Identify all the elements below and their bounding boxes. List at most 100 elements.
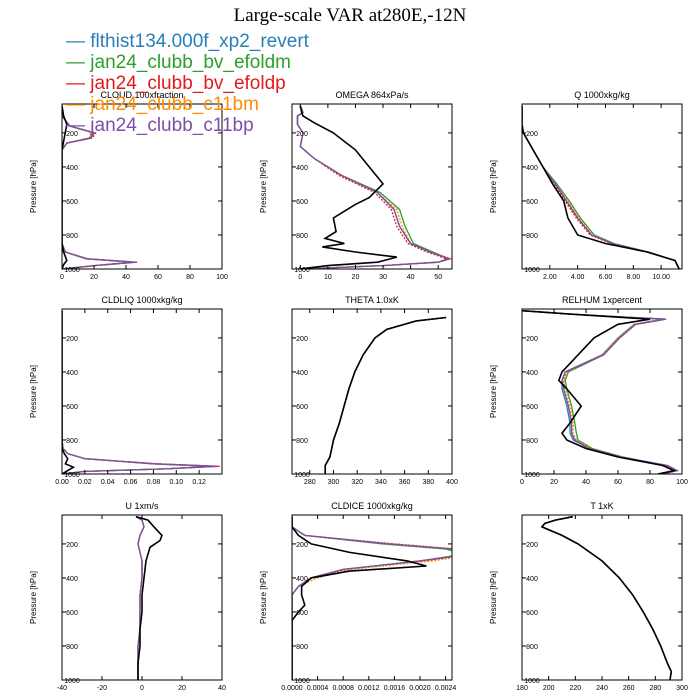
y-tick-label: 600 xyxy=(296,610,308,617)
series-line xyxy=(62,310,220,474)
axes-frame xyxy=(521,103,683,270)
y-tick-label: 200 xyxy=(66,336,78,343)
axes-frame xyxy=(61,103,223,270)
x-tick-label: -40 xyxy=(57,685,67,692)
axes-frame xyxy=(521,308,683,475)
legend-item-2: — jan24_clubb_bv_efoldm xyxy=(66,52,291,73)
y-tick-label: 800 xyxy=(66,233,78,240)
y-tick-label: 1000 xyxy=(294,267,310,274)
x-tick-label: 400 xyxy=(446,479,458,486)
y-tick-label: 200 xyxy=(526,131,538,138)
x-tick-label: 0.08 xyxy=(147,479,161,486)
y-tick-label: 600 xyxy=(526,610,538,617)
x-tick-label: 180 xyxy=(516,685,528,692)
y-tick-label: 800 xyxy=(296,438,308,445)
x-tick-label: 380 xyxy=(422,479,434,486)
y-tick-label: 800 xyxy=(296,644,308,651)
series-line xyxy=(540,516,672,680)
x-tick-label: 2.00 xyxy=(543,274,557,281)
x-tick-label: 0 xyxy=(140,685,144,692)
x-tick-label: 20 xyxy=(352,274,360,281)
x-tick-label: 20 xyxy=(90,274,98,281)
series-line xyxy=(324,316,447,474)
series-line xyxy=(540,516,672,680)
legend-item-3: — jan24_clubb_bv_efoldp xyxy=(66,73,286,94)
y-tick-label: 1000 xyxy=(64,678,80,685)
x-tick-label: 300 xyxy=(328,479,340,486)
series-line xyxy=(135,516,145,680)
series-line xyxy=(522,105,680,269)
x-tick-label: 100 xyxy=(676,479,688,486)
axes-frame xyxy=(291,308,453,475)
x-tick-label: 80 xyxy=(646,479,654,486)
x-tick-label: 100 xyxy=(216,274,228,281)
panel-title: T 1xK xyxy=(590,501,613,511)
panel-title: CLDLIQ 1000xkg/kg xyxy=(101,295,182,305)
x-tick-label: 4.00 xyxy=(571,274,585,281)
legend-label-1: flthist134.000f_xp2_revert xyxy=(90,31,309,52)
series-line xyxy=(540,516,672,680)
x-tick-label: 20 xyxy=(178,685,186,692)
y-tick-label: 400 xyxy=(296,576,308,583)
y-tick-label: 200 xyxy=(296,336,308,343)
x-tick-label: 240 xyxy=(596,685,608,692)
x-tick-label: 0.0016 xyxy=(384,685,406,692)
y-tick-label: 600 xyxy=(526,199,538,206)
series-line xyxy=(540,516,672,680)
y-tick-label: 600 xyxy=(66,199,78,206)
y-tick-label: 800 xyxy=(526,438,538,445)
x-tick-label: 340 xyxy=(375,479,387,486)
x-tick-label: 280 xyxy=(649,685,661,692)
x-tick-label: 0 xyxy=(298,274,302,281)
x-tick-label: 8.00 xyxy=(626,274,640,281)
series-line xyxy=(292,516,452,680)
x-tick-label: 0.10 xyxy=(169,479,183,486)
y-tick-label: 600 xyxy=(296,199,308,206)
figure-title: Large-scale VAR at280E,-12N xyxy=(233,5,467,26)
series-line xyxy=(324,316,447,474)
x-tick-label: 320 xyxy=(351,479,363,486)
y-tick-label: 400 xyxy=(296,165,308,172)
series-line xyxy=(135,515,163,680)
y-tick-label: 200 xyxy=(296,542,308,549)
series-line xyxy=(296,105,452,269)
legend-label-3: jan24_clubb_bv_efoldp xyxy=(90,73,286,94)
axes-frame xyxy=(291,103,453,270)
y-tick-label: 800 xyxy=(526,233,538,240)
y-axis-label: Pressure [hPa] xyxy=(29,365,38,418)
x-tick-label: 10.00 xyxy=(652,274,670,281)
series-line xyxy=(62,310,76,474)
series-line xyxy=(62,105,136,269)
y-tick-label: 200 xyxy=(66,542,78,549)
series-line xyxy=(296,105,452,269)
y-axis-label: Pressure [hPa] xyxy=(489,365,498,418)
series-line xyxy=(292,516,427,680)
x-tick-label: 280 xyxy=(304,479,316,486)
x-tick-label: 20 xyxy=(550,479,558,486)
x-tick-label: 0.0008 xyxy=(332,685,354,692)
x-tick-label: 0.0012 xyxy=(358,685,380,692)
y-tick-label: 1000 xyxy=(524,678,540,685)
x-tick-label: 80 xyxy=(186,274,194,281)
series-line xyxy=(62,310,211,474)
series-line xyxy=(296,105,452,269)
y-tick-label: 800 xyxy=(66,438,78,445)
series-line xyxy=(324,316,447,474)
series-line xyxy=(296,105,449,269)
y-tick-label: 400 xyxy=(66,165,78,172)
axes-frame xyxy=(291,514,453,681)
x-tick-label: 0.0024 xyxy=(435,685,457,692)
y-tick-label: 1000 xyxy=(64,472,80,479)
y-tick-label: 1000 xyxy=(294,678,310,685)
y-tick-label: 1000 xyxy=(294,472,310,479)
x-tick-label: 0.0000 xyxy=(281,685,303,692)
series-line xyxy=(522,105,680,269)
x-tick-label: 260 xyxy=(623,685,635,692)
y-tick-label: 400 xyxy=(296,370,308,377)
legend-label-5: jan24_clubb_c11bp xyxy=(90,115,254,136)
x-tick-label: 0 xyxy=(60,274,64,281)
y-axis-label: Pressure [hPa] xyxy=(489,571,498,624)
x-tick-label: 300 xyxy=(676,685,688,692)
